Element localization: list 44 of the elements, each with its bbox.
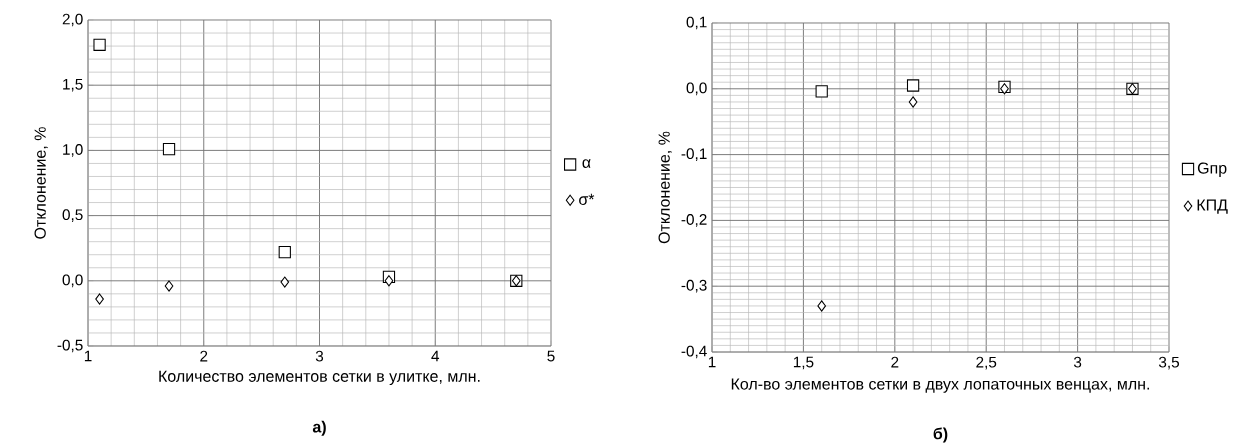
legend-label: Gпр — [1197, 162, 1227, 177]
point — [384, 275, 394, 287]
y-tick-label: 2,0 — [62, 13, 83, 27]
x-tick-label: 1,5 — [793, 356, 814, 370]
point — [908, 96, 918, 108]
y-tick-label: 0,0 — [686, 82, 707, 96]
point — [815, 85, 828, 98]
x-tick-label: 5 — [547, 350, 555, 362]
x-tick-label: 2 — [200, 350, 208, 362]
point — [93, 38, 106, 51]
point — [278, 245, 291, 259]
x-tick-label: 1 — [708, 356, 716, 368]
point — [95, 293, 104, 305]
y-axis-title: Отклонение, % — [34, 127, 48, 239]
x-tick-label: 2,5 — [976, 356, 997, 370]
x-axis-title: Количество элементов сетки в улитке, млн. — [159, 370, 480, 386]
point — [906, 79, 920, 92]
x-tick-label: 4 — [431, 350, 440, 362]
y-tick-label: -0,1 — [681, 148, 707, 161]
y-tick-label: -0,4 — [681, 345, 707, 359]
y-tick-label: 0,0 — [62, 274, 83, 288]
x-tick-label: 3 — [315, 350, 324, 362]
text: а) — [312, 420, 326, 436]
x-tick-label: 2 — [891, 356, 899, 368]
x-tick-label: 3,5 — [1158, 356, 1180, 370]
y-tick-label: 1,5 — [63, 78, 83, 92]
legend-label: КПД — [1197, 199, 1228, 214]
legend-label: α — [582, 159, 591, 168]
y-tick-label: 1,0 — [63, 144, 83, 157]
legend-label: σ* — [579, 193, 595, 205]
x-tick-label: 1 — [84, 350, 92, 362]
point — [817, 300, 827, 312]
x-tick-label: 3 — [1073, 356, 1082, 368]
y-axis-title: Отклонение, % — [658, 131, 672, 244]
x-axis-title: Кол-во элементов сетки в двух лопаточных венцах, млн. — [731, 378, 1149, 393]
y-tick-label: 0,1 — [686, 16, 707, 30]
point — [162, 142, 176, 156]
point — [164, 280, 174, 292]
y-tick-label: 0,5 — [62, 209, 83, 222]
y-tick-label: -0,5 — [57, 339, 83, 353]
point — [280, 276, 290, 288]
y-tick-label: -0,3 — [681, 279, 707, 293]
y-tick-label: -0,2 — [681, 214, 707, 227]
text: б) — [933, 427, 948, 443]
